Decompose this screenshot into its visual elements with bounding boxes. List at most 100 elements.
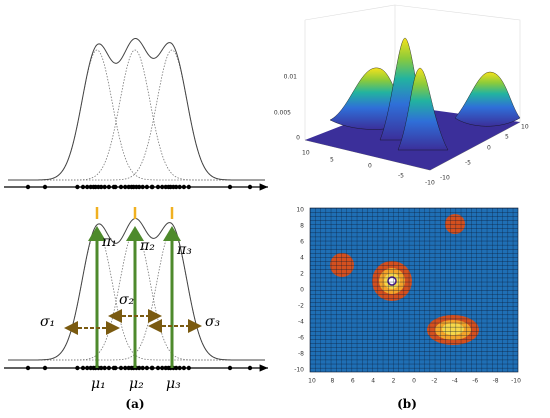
sample-dot [150,365,155,371]
sample-dot [80,365,86,371]
sample-dot [227,184,233,190]
sample-dot [85,184,90,190]
sample-dot [144,184,150,190]
x-tick-label: 4 [371,378,375,385]
y-tick-label: -6 [298,335,304,342]
sample-dot [140,365,145,371]
sample-dot [177,365,182,371]
y-tick-label: 4 [300,255,304,262]
z-tick-label: 0 [296,135,300,142]
sample-dot [106,365,112,371]
y-tick-label: 6 [300,239,304,246]
sample-dot [137,365,142,371]
sample-dot [150,184,155,190]
sample-dot [137,184,142,190]
y-tick-label: -4 [298,319,304,326]
sample-dot [160,365,165,371]
sample-dot [155,184,161,190]
mu-label: μ₁ [91,376,106,392]
sample-dot [106,184,112,190]
mixture-curve [8,218,265,361]
panel-a: π₁ μ₁ π₂ μ₂ π₃ μ₃ σ₁ σ₂ σ₃ [4,38,268,392]
panel-b: 0.01 0.005 0 10 5 0 -5 -10 -5 -10 10 5 0 10 8 6 4 2 0 -2 -4 -… [274,4,529,385]
y-tick-label: -10 [294,367,304,374]
y-tick-label: -8 [298,351,304,358]
sample-dot [102,365,107,371]
sample-dot [174,365,179,371]
x-tick-label: 5 [505,134,509,141]
x-tick-label: 6 [351,378,355,385]
sample-dot [99,184,104,190]
sigma-label: σ₃ [205,314,221,330]
x-tick-label: -5 [465,160,471,167]
sample-dot [118,365,124,371]
sample-dot [247,184,253,190]
component-curve [8,49,265,181]
pi-label: π₂ [139,238,155,254]
component-curve [8,229,265,361]
x-tick-label: -2 [431,378,437,385]
sample-dot [144,365,150,371]
x-tick-label: -10 [440,175,450,182]
sample-dot [174,184,179,190]
y-tick-label: 10 [302,150,310,157]
sample-dot [113,184,118,190]
surface-peak [454,71,521,127]
sample-dot [42,365,48,371]
y-tick-label: 10 [296,207,304,214]
caption: (b) [397,397,417,411]
sample-dot [186,365,191,371]
sample-dot [102,184,107,190]
mixture-curve [8,38,265,181]
sample-dot [155,365,161,371]
sample-dot [177,184,182,190]
y-tick-label: 0 [300,287,304,294]
axis-box [304,4,521,140]
z-tick-label: 0.005 [274,110,291,117]
sample-dot [99,365,104,371]
sample-dot [80,184,86,190]
y-tick-label: 5 [330,157,334,164]
sample-dot [75,184,80,190]
x-tick-label: -6 [472,378,478,385]
sample-dot [247,365,253,371]
sigma-label: σ₁ [40,314,55,330]
pi-label: π₁ [101,234,117,250]
x-tick-label: -4 [452,378,458,385]
x-tick-label: 10 [308,378,316,385]
x-tick-label: 10 [521,124,529,131]
sample-dot [123,365,128,371]
sigma-label: σ₂ [119,292,135,308]
z-tick-label: 0.01 [284,74,298,81]
sample-dot [123,184,128,190]
sample-dot [140,184,145,190]
x-tick-label: 0 [412,378,416,385]
x-tick-label: 2 [392,378,396,385]
sample-dot [85,365,90,371]
sample-dot [25,365,31,371]
y-tick-label: -10 [425,180,435,187]
sample-dot [25,184,31,190]
heatmap-grid [309,207,519,373]
sample-dot [160,184,165,190]
component-curve [8,49,265,181]
pi-label: π₃ [176,242,192,258]
y-tick-label: -2 [298,303,304,310]
y-tick-label: 8 [300,223,304,230]
mu-label: μ₂ [129,376,144,392]
y-tick-label: 0 [368,163,372,170]
caption: (a) [125,397,144,411]
y-tick-label: -5 [398,173,404,180]
mu-label: μ₃ [166,376,181,392]
x-tick-label: -10 [511,378,521,385]
x-tick-label: 8 [330,378,334,385]
x-tick-label: 0 [487,145,491,152]
sample-dot [118,184,124,190]
sample-dot [186,184,191,190]
x-tick-label: -8 [493,378,499,385]
sample-dot [227,365,233,371]
sample-dot [181,365,187,371]
surface-peak [397,67,449,151]
sample-dot [113,365,118,371]
